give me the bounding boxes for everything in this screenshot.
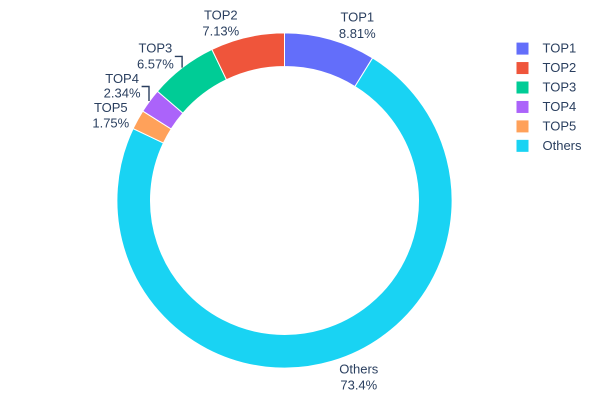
svg-text:TOP3: TOP3 xyxy=(139,41,173,56)
svg-text:2.34%: 2.34% xyxy=(104,86,141,101)
svg-text:Others: Others xyxy=(339,361,379,376)
svg-text:TOP2: TOP2 xyxy=(543,60,577,75)
svg-text:Others: Others xyxy=(543,138,583,153)
svg-text:8.81%: 8.81% xyxy=(339,26,376,41)
svg-text:TOP1: TOP1 xyxy=(543,41,577,56)
svg-text:1.75%: 1.75% xyxy=(92,116,129,131)
svg-text:6.57%: 6.57% xyxy=(137,56,174,71)
svg-text:TOP1: TOP1 xyxy=(340,10,374,25)
svg-text:TOP5: TOP5 xyxy=(94,100,128,115)
svg-text:TOP4: TOP4 xyxy=(543,99,577,114)
svg-text:7.13%: 7.13% xyxy=(202,24,239,39)
svg-text:TOP5: TOP5 xyxy=(543,118,577,133)
svg-text:TOP3: TOP3 xyxy=(543,80,577,95)
svg-text:TOP4: TOP4 xyxy=(105,71,139,86)
svg-text:TOP2: TOP2 xyxy=(204,8,238,23)
svg-text:73.4%: 73.4% xyxy=(340,377,377,392)
